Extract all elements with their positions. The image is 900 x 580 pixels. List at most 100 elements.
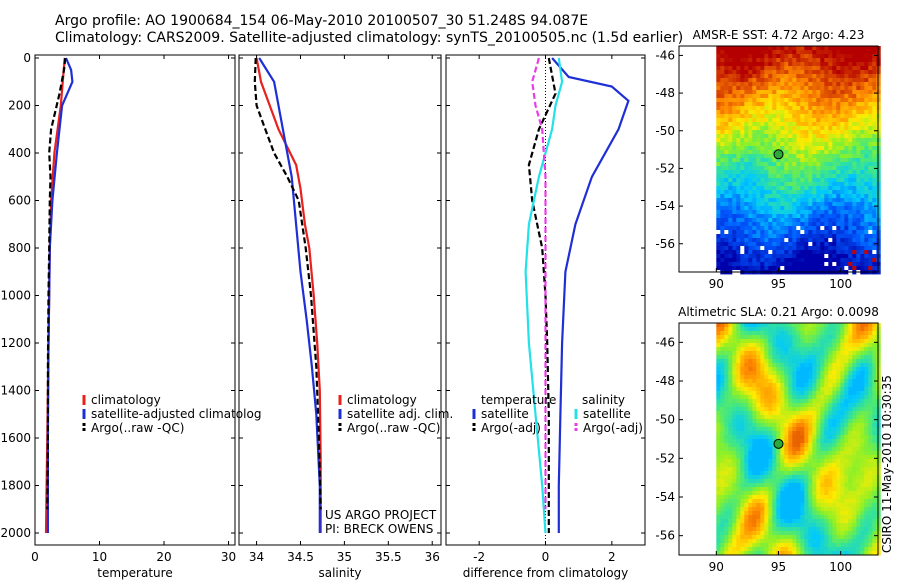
map-cell [748,327,753,332]
map-cell [720,114,725,119]
map-cell [716,539,721,544]
map-cell [824,178,829,183]
map-cell [716,246,721,251]
map-cell [868,62,873,67]
map-cell [844,327,849,332]
map-cell [780,483,785,488]
map-cell [732,74,737,79]
map-cell [728,146,733,151]
map-cell [764,190,769,195]
map-cell [728,246,733,251]
map-cell [768,327,773,332]
map-cell [836,527,841,532]
map-cell [768,507,773,512]
map-cell [800,355,805,360]
map-cell [732,447,737,452]
map-cell [868,66,873,71]
map-cell [856,527,861,532]
map-cell [724,459,729,464]
map-cell [756,246,761,251]
map-cell [720,78,725,83]
map-cell [760,258,765,263]
map-cell [824,351,829,356]
map-cell [844,110,849,115]
map-cell [836,475,841,480]
map-cell [836,78,841,83]
map-cell [864,86,869,91]
map-cell [836,206,841,211]
map-cell [792,246,797,251]
map-cell [824,415,829,420]
map-cell [732,266,737,271]
map-cell [824,339,829,344]
map-cell [720,411,725,416]
map-cell [788,82,793,87]
map-cell [812,90,817,95]
map-cell [720,459,725,464]
map-cell [840,138,845,143]
map-cell [724,519,729,524]
map-cell [776,543,781,548]
map-cell [776,347,781,352]
map-cell [744,134,749,139]
map-cell [716,166,721,171]
map-cell [740,455,745,460]
map-cell [820,543,825,548]
map-cell [804,234,809,239]
map-cell [756,238,761,243]
map-cell [756,190,761,195]
map-cell [796,258,801,263]
map-cell [788,347,793,352]
map-cell [812,114,817,119]
map-cell [856,399,861,404]
map-cell [740,182,745,187]
map-cell [756,331,761,336]
map-cell [860,114,865,119]
map-cell [864,182,869,187]
map-cell [824,483,829,488]
map-cell [860,70,865,75]
map-cell [744,70,749,75]
map-cell [836,118,841,123]
map-cell [856,391,861,396]
map-cell [772,238,777,243]
map-cell [772,62,777,67]
map-cell [756,106,761,111]
map-cell [812,471,817,476]
map-cell [868,106,873,111]
map-cell [812,70,817,75]
map-cell [824,234,829,239]
map-cell [832,66,837,71]
map-cell [768,58,773,63]
map-cell [720,347,725,352]
map-cell [804,62,809,67]
map-cell [748,455,753,460]
map-cell [872,106,877,111]
map-cell [776,415,781,420]
map-cell [752,399,757,404]
map-cell [836,335,841,340]
map-cell [812,391,817,396]
map-cell [868,507,873,512]
map-cell [860,415,865,420]
map-cell [756,198,761,203]
map-cell [816,467,821,472]
map-cell [800,459,805,464]
map-cell [772,435,777,440]
map-cell [840,547,845,552]
map-cell [820,407,825,412]
map-cell [860,467,865,472]
map-cell [772,403,777,408]
map-cell [840,535,845,540]
map-cell [872,375,877,380]
map-cell [864,391,869,396]
map-cell [764,367,769,372]
map-cell [748,210,753,215]
map-cell [760,82,765,87]
map-cell [868,246,873,251]
map-cell [848,198,853,203]
map-cell [796,439,801,444]
map-cell [740,158,745,163]
map-cell [804,158,809,163]
map-cell [728,499,733,504]
